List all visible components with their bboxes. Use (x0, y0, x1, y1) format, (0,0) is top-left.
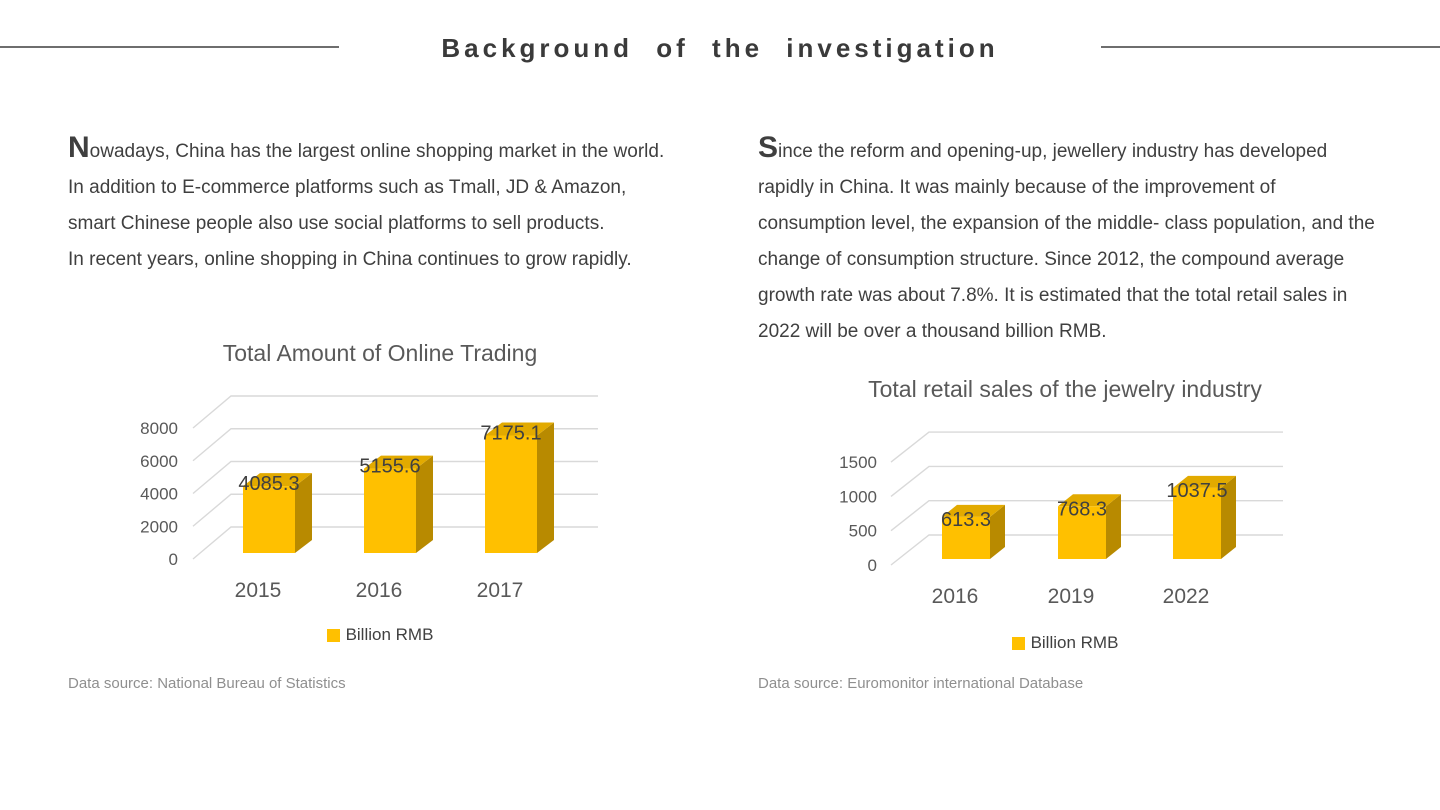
gridline (192, 395, 598, 429)
left-legend-swatch-icon (326, 628, 340, 642)
left-chart: 0 2000 4000 6000 8000 4085.3 2015 5155.6 2016 717… (140, 395, 598, 602)
bar-top-face (485, 422, 554, 436)
bar (1173, 487, 1221, 559)
left-paragraph-line2: In recent years, online shopping in Chin… (68, 249, 632, 270)
right-dropcap: S (758, 131, 779, 164)
bar-top-face (1058, 494, 1121, 507)
right-intro-paragraph: Since the reform and opening-up, jewelle… (758, 130, 1376, 350)
left-legend-label: Billion RMB (345, 625, 434, 644)
y-tick-label: 8000 (140, 419, 178, 438)
gridline (192, 460, 598, 495)
y-tick-label: 1500 (839, 453, 877, 472)
left-dropcap: N (68, 131, 90, 164)
title-rule-right (1101, 46, 1440, 48)
bar-top-face (1173, 475, 1236, 488)
right-legend-label: Billion RMB (1030, 633, 1119, 652)
y-tick-label: 1000 (839, 487, 877, 506)
category-label: 2016 (356, 579, 403, 602)
right-chart-legend: Billion RMB (800, 633, 1330, 653)
title-rule-left (0, 46, 339, 48)
y-tick-label: 4000 (140, 485, 178, 504)
bar (942, 516, 990, 559)
bar-side-face (416, 455, 433, 553)
right-chart: 0 500 1000 1500 613.3 2016 768.3 2019 1037.5 2022 (839, 431, 1283, 608)
right-paragraph-text: ince the reform and opening-up, jeweller… (758, 141, 1375, 342)
gridline (890, 499, 1283, 532)
left-chart-title: Total Amount of Online Trading (222, 340, 538, 366)
gridline (192, 493, 598, 527)
category-label: 2015 (235, 579, 282, 602)
bar-value-label: 5155.6 (359, 456, 420, 478)
right-legend-swatch-icon (1011, 636, 1025, 650)
bar (1058, 506, 1106, 559)
left-paragraph-text: owadays, China has the largest online sh… (68, 141, 665, 234)
bar-side-face (537, 422, 554, 553)
y-tick-label: 0 (169, 550, 178, 569)
category-label: 2019 (1048, 585, 1095, 608)
bar-side-face (1106, 494, 1121, 559)
bar-value-label: 768.3 (1057, 498, 1107, 520)
gridline (192, 428, 598, 462)
left-intro-paragraph: Nowadays, China has the largest online s… (68, 130, 668, 278)
bar-value-label: 613.3 (941, 509, 991, 531)
gridline (890, 465, 1283, 497)
bar-side-face (990, 504, 1005, 559)
bar-value-label: 7175.1 (480, 423, 541, 445)
bar-side-face (1221, 475, 1236, 559)
left-data-source: Data source: National Bureau of Statisti… (68, 675, 346, 692)
bar-value-label: 1037.5 (1166, 480, 1227, 502)
bar (485, 435, 537, 553)
bar-side-face (295, 473, 312, 553)
bar-top-face (243, 473, 312, 487)
bar-top-face (364, 455, 433, 469)
y-tick-label: 0 (868, 556, 877, 575)
bar-top-face (942, 504, 1005, 517)
bar (243, 486, 295, 553)
category-label: 2022 (1163, 585, 1210, 608)
y-tick-label: 6000 (140, 452, 178, 471)
gridline (192, 526, 598, 560)
gridline (890, 534, 1283, 566)
right-data-source: Data source: Euromonitor international D… (758, 675, 1084, 692)
y-tick-label: 2000 (140, 517, 178, 536)
y-tick-label: 500 (849, 522, 877, 541)
bar (364, 468, 416, 553)
category-label: 2017 (477, 579, 524, 602)
bar-value-label: 4085.3 (238, 473, 299, 495)
left-chart-legend: Billion RMB (120, 625, 640, 645)
page-title: Background of the investigation (441, 33, 999, 63)
category-label: 2016 (932, 585, 979, 608)
gridline (890, 431, 1283, 463)
right-chart-title: Total retail sales of the jewelry indust… (868, 376, 1262, 402)
